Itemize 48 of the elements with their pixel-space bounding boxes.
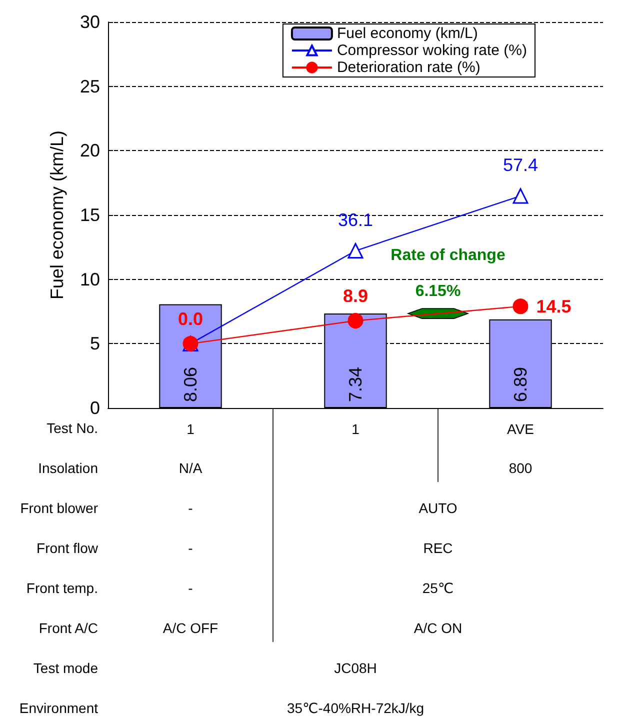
legend-label: Deterioration rate (%) [336, 59, 480, 76]
y-tick-label: 20 [80, 140, 100, 161]
data-label: 57.4 [502, 155, 538, 176]
legend-label: Fuel economy (km/L) [336, 25, 478, 42]
point [512, 188, 528, 204]
text: 35℃-40%RH-72kJ/kg [286, 700, 424, 716]
legend-label: Compressor woking rate (%) [336, 42, 528, 59]
y-tick-label: 5 [90, 334, 100, 354]
y-tick-label: 25 [80, 76, 100, 96]
data-label: 7.34 [346, 366, 366, 402]
text: A/C ON [414, 620, 462, 636]
text: - [188, 500, 194, 516]
x-tick-label: 1 [352, 421, 360, 437]
text: N/A [178, 460, 203, 476]
y-tick-label: 30 [80, 12, 100, 32]
text: A/C OFF [162, 620, 218, 636]
point [348, 243, 364, 259]
x-tick-label: 1 [186, 421, 195, 437]
x-axis-title: Test No. [46, 420, 98, 436]
text: Front flow [36, 540, 99, 556]
y-tick-label: 0 [90, 398, 100, 418]
point [512, 298, 528, 314]
y-axis-title: Fuel economy (km/L) [47, 130, 67, 300]
y-tick-label: 15 [80, 205, 100, 225]
text: Front blower [20, 500, 98, 516]
text: - [188, 540, 194, 556]
y-tick-label: 10 [80, 269, 100, 290]
point [348, 313, 364, 329]
text: 800 [508, 460, 532, 476]
data-label: 8.06 [180, 366, 200, 402]
data-label: 8.9 [342, 286, 368, 306]
text: Front A/C [38, 620, 98, 636]
x-tick-label: AVE [507, 421, 534, 437]
data-label: 14.5 [536, 296, 572, 316]
text: Insolation [38, 460, 98, 476]
data-label: 0.0 [178, 308, 204, 329]
annotation: 6.15% [415, 283, 461, 300]
text: 25℃ [422, 580, 454, 596]
text: JC08H [334, 660, 377, 676]
text: Environment [19, 700, 98, 716]
annotation: Rate of change [390, 247, 506, 264]
text: - [188, 580, 194, 596]
data-label: 36.1 [338, 210, 374, 230]
text: AUTO [418, 500, 458, 516]
text: Test mode [33, 660, 98, 676]
data-label: 6.89 [510, 366, 530, 402]
text: Front temp. [26, 580, 98, 596]
text: REC [423, 540, 453, 556]
